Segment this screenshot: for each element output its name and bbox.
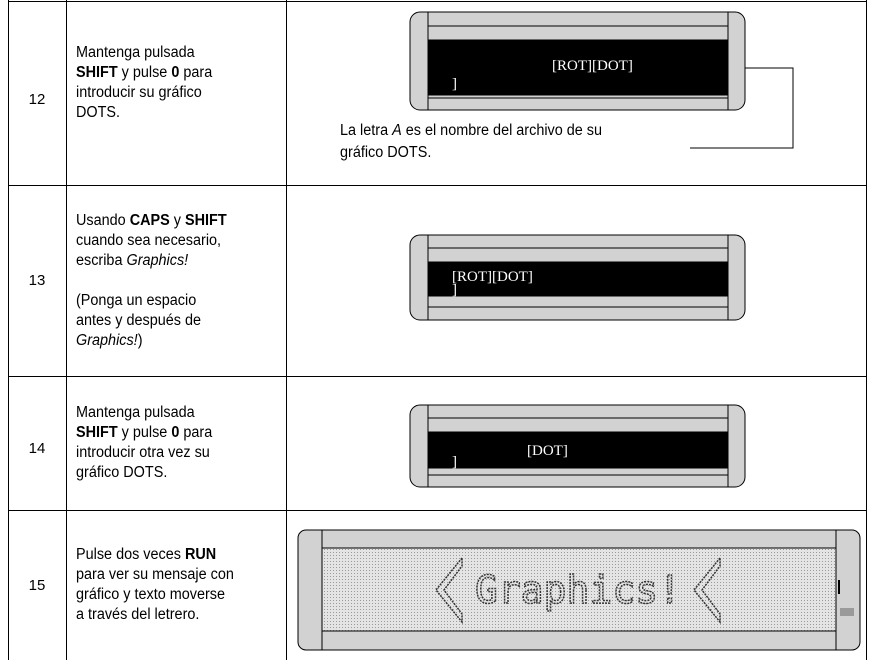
- text-segment: SHIFT: [76, 424, 118, 441]
- text-segment: Graphics!: [76, 332, 138, 349]
- paragraph: (Ponga un espacio antes y después de Graph…: [76, 291, 269, 351]
- text-segment: CAPS: [129, 212, 170, 229]
- step-number: 14: [28, 439, 46, 457]
- text-segment: 0: [171, 424, 180, 441]
- lcd-display: [409, 234, 746, 321]
- text-segment: DOTS.: [76, 104, 121, 121]
- row-border: [8, 510, 867, 511]
- text-segment: para: [179, 424, 213, 441]
- text-segment: Pulse dos veces: [76, 546, 185, 563]
- row-border: [8, 376, 867, 377]
- step-number: 15: [28, 576, 46, 594]
- text-segment: Graphics!: [126, 252, 189, 269]
- text-segment: Mantenga pulsada: [76, 44, 195, 61]
- caption: La letra A es el nombre del archivo de s…: [340, 120, 647, 164]
- connector-line: [690, 67, 794, 149]
- lcd-display: [409, 11, 746, 111]
- instruction: Mantenga pulsada SHIFT y pulse 0 para intr…: [76, 8, 269, 158]
- text-segment: gráfico DOTS.: [76, 464, 168, 481]
- text-segment: escriba: [76, 252, 127, 269]
- text-segment: ): [137, 332, 143, 349]
- step-number: 12: [28, 90, 46, 108]
- text-segment: introducir otra vez su: [76, 444, 210, 461]
- display-cursor: ]: [452, 76, 457, 92]
- display-text: [ROT][DOT]: [552, 58, 633, 74]
- text-segment: Mantenga pulsada: [76, 404, 195, 421]
- display-cursor: ]: [452, 454, 457, 470]
- text-segment: y pulse: [117, 64, 172, 81]
- display-cursor: ]: [452, 282, 457, 298]
- sign-display: [297, 529, 861, 651]
- paragraph: Mantenga pulsada SHIFT y pulse 0 para intr…: [76, 43, 269, 123]
- sign-text: Graphics!: [475, 568, 681, 612]
- lcd-display: [409, 404, 746, 488]
- text-segment: (Ponga un espacio: [76, 292, 197, 309]
- text-segment: para ver su mensaje con: [76, 566, 234, 583]
- column-border: [8, 0, 9, 660]
- text-segment: SHIFT: [76, 64, 118, 81]
- text-segment: La letra: [340, 122, 393, 139]
- instruction: Mantenga pulsada SHIFT y pulse 0 para intr…: [76, 378, 269, 508]
- text-segment: es el nombre del archivo de su gráfico D…: [340, 122, 603, 161]
- row-border: [8, 1, 867, 2]
- text-segment: cuando sea necesario,: [76, 232, 222, 249]
- instruction: Usando CAPS y SHIFT cuando sea necesario,…: [76, 188, 269, 374]
- paragraph: Usando CAPS y SHIFT cuando sea necesario,…: [76, 211, 269, 271]
- column-border: [286, 0, 287, 660]
- text-segment: 0: [171, 64, 180, 81]
- text-segment: antes y después de: [76, 312, 202, 329]
- text-segment: y pulse: [117, 424, 172, 441]
- text-segment: SHIFT: [184, 212, 227, 229]
- row-border: [8, 185, 867, 186]
- text-segment: A: [392, 122, 402, 139]
- text-segment: RUN: [184, 546, 217, 563]
- step-number: 13: [28, 272, 46, 289]
- instruction: Pulse dos veces RUN para ver su mensaje c…: [76, 512, 269, 658]
- display-text: [ROT][DOT]: [452, 269, 533, 285]
- paragraph: Pulse dos veces RUN para ver su mensaje c…: [76, 545, 269, 625]
- text-segment: y: [169, 212, 185, 229]
- text-segment: Usando: [76, 212, 130, 229]
- column-border: [66, 0, 67, 660]
- column-border: [866, 0, 867, 660]
- text-segment: para: [179, 64, 213, 81]
- text-segment: gráfico y texto moverse: [76, 586, 226, 603]
- text-segment: introducir su gráfico: [76, 84, 202, 101]
- text-segment: a través del letrero.: [76, 606, 200, 623]
- paragraph: Mantenga pulsada SHIFT y pulse 0 para intr…: [76, 403, 269, 483]
- display-text: [DOT]: [527, 443, 568, 459]
